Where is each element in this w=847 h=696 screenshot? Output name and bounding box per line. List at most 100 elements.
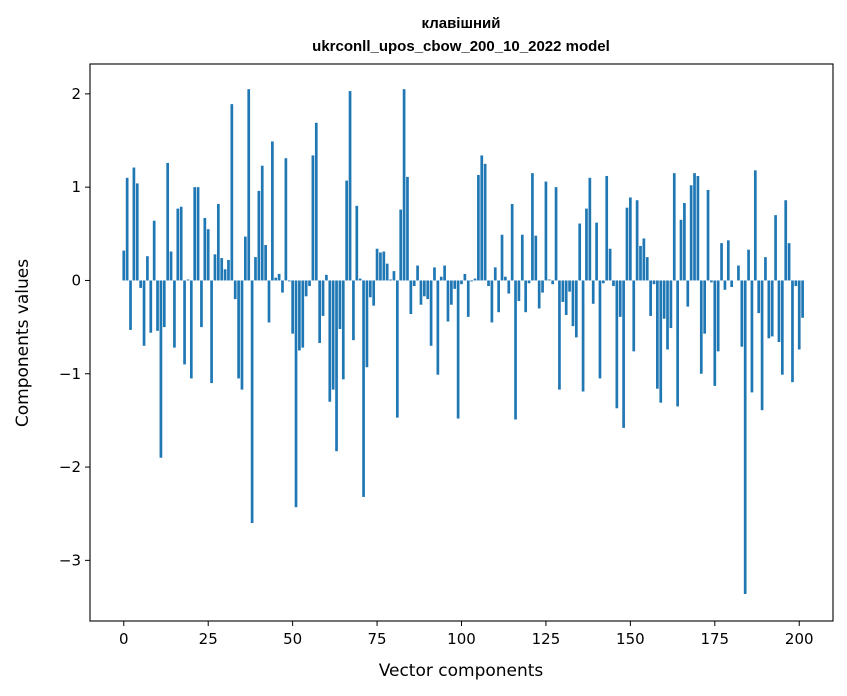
bar-40	[257, 190, 261, 281]
bar-188	[757, 280, 761, 314]
bar-126	[547, 279, 551, 281]
bar-63	[335, 280, 338, 452]
bar-56	[311, 155, 315, 281]
bar-13	[166, 162, 170, 281]
bar-47	[281, 280, 284, 293]
bar-83	[402, 89, 406, 281]
bar-94	[439, 276, 443, 281]
bar-85	[409, 280, 413, 315]
bar-101	[463, 273, 467, 281]
bar-84	[406, 176, 409, 281]
bar-189	[760, 280, 764, 411]
bar-160	[662, 280, 666, 319]
bar-110	[493, 267, 497, 281]
bar-2	[129, 280, 132, 330]
bar-42	[264, 245, 267, 281]
bar-80	[392, 271, 396, 281]
bar-65	[341, 280, 345, 380]
bar-117	[517, 280, 521, 301]
x-axis-label: Vector components	[379, 661, 544, 681]
bar-119	[524, 280, 528, 313]
bar-178	[723, 280, 727, 290]
bar-103	[470, 280, 473, 282]
y-tick-label: −1	[59, 365, 81, 383]
bar-20	[189, 280, 193, 379]
bar-98	[453, 280, 457, 289]
bar-82	[399, 209, 403, 281]
bar-194	[777, 280, 781, 343]
bar-166	[683, 203, 686, 281]
y-axis-ticks: −3 −2 −1 0 1 2	[59, 85, 90, 569]
x-tick-label: 0	[119, 630, 129, 648]
bar-115	[510, 203, 514, 281]
bar-138	[588, 177, 592, 281]
bar-35	[240, 280, 244, 390]
bar-141	[598, 280, 602, 379]
bar-198	[791, 280, 794, 383]
bar-38	[250, 280, 254, 524]
bar-105	[477, 175, 480, 281]
bar-132	[568, 280, 571, 292]
bar-143	[605, 175, 609, 281]
bar-29	[220, 258, 224, 281]
bar-21	[193, 187, 197, 281]
x-tick-label: 125	[532, 630, 561, 648]
bar-161	[666, 280, 669, 350]
bar-121	[531, 173, 534, 281]
x-tick-label: 175	[700, 630, 729, 648]
x-tick-label: 150	[616, 630, 645, 648]
bar-31	[227, 259, 230, 281]
x-axis-ticks: 0 25 50 75 100 125 150 175 200	[119, 621, 814, 648]
bar-17	[179, 206, 183, 281]
bar-53	[301, 280, 305, 348]
bar-1	[125, 177, 129, 281]
bar-140	[595, 222, 598, 281]
bar-5	[139, 280, 143, 288]
bar-129	[558, 280, 561, 390]
bar-22	[196, 187, 200, 281]
bar-131	[564, 280, 568, 315]
bar-26	[210, 280, 213, 384]
bar-113	[504, 276, 507, 281]
bar-78	[385, 263, 389, 281]
bar-111	[497, 280, 500, 313]
bar-176	[716, 280, 720, 352]
bar-79	[389, 279, 392, 281]
bar-107	[483, 163, 487, 281]
plot-frame	[89, 63, 834, 622]
bar-91	[429, 280, 433, 346]
bar-134	[574, 280, 578, 338]
bar-149	[625, 207, 629, 281]
bar-61	[328, 280, 332, 402]
bar-77	[382, 251, 386, 281]
bar-165	[679, 219, 683, 281]
bar-180	[730, 280, 734, 287]
bar-74	[372, 280, 376, 306]
bar-66	[345, 180, 349, 281]
bar-92	[433, 267, 436, 281]
bar-71	[362, 280, 365, 497]
bars-group	[122, 89, 804, 594]
bar-6	[142, 280, 146, 346]
bar-50	[291, 280, 294, 334]
bar-151	[632, 280, 636, 352]
x-tick-label: 25	[199, 630, 218, 648]
bar-185	[747, 249, 750, 281]
bar-76	[379, 252, 382, 281]
bar-64	[338, 280, 342, 329]
bar-0	[122, 250, 126, 281]
bar-60	[325, 274, 328, 281]
bar-136	[581, 280, 585, 392]
bar-153	[639, 245, 642, 281]
bar-62	[331, 280, 335, 390]
bar-145	[612, 280, 615, 287]
bar-200	[797, 280, 801, 350]
bar-193	[774, 215, 777, 281]
bar-3	[132, 167, 136, 281]
bar-197	[787, 243, 791, 281]
bar-18	[183, 280, 186, 365]
bar-70	[358, 278, 362, 281]
bar-154	[642, 238, 646, 281]
bar-175	[713, 280, 717, 386]
